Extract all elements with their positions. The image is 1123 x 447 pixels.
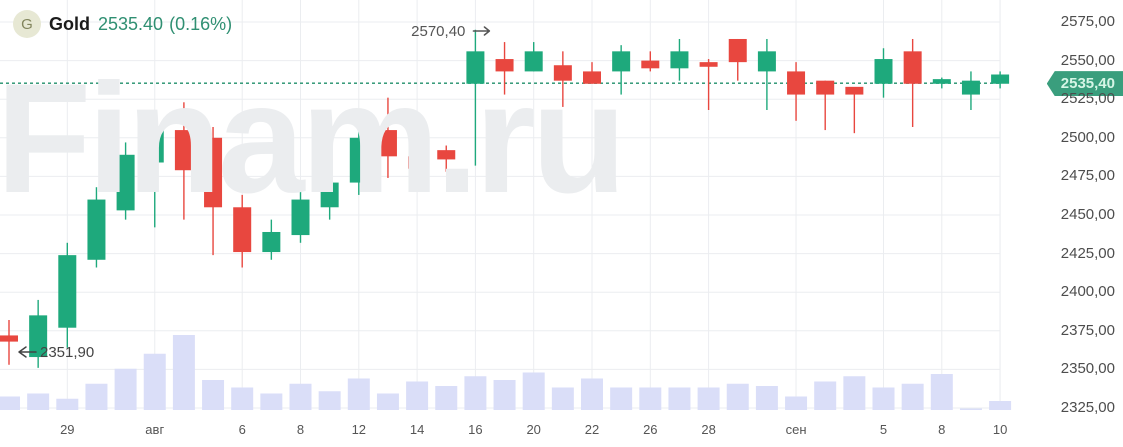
svg-text:2570,40: 2570,40 <box>411 23 465 40</box>
svg-text:2351,90: 2351,90 <box>40 344 94 361</box>
